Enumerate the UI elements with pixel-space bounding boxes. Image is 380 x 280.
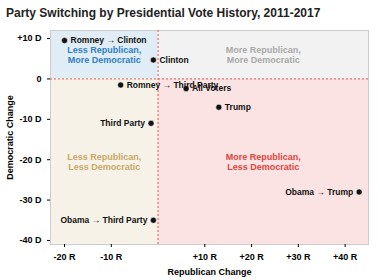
svg-text:+30 R: +30 R [286,252,311,262]
svg-text:Obama → Trump: Obama → Trump [285,187,353,197]
svg-text:+20 R: +20 R [239,252,264,262]
svg-text:-20 D: -20 D [19,155,42,165]
html-text:Party Switching by Presidentia: Party Switching by Presidential Vote His… [6,6,321,20]
svg-text:More Republican,Less Democrati: More Republican,Less Democratic [226,152,301,172]
svg-text:Clinton: Clinton [159,55,188,65]
svg-text:-20 R: -20 R [54,252,77,262]
svg-text:+40 R: +40 R [333,252,358,262]
svg-text:Romney → Third Party: Romney → Third Party [127,80,219,90]
svg-text:+10 R: +10 R [193,252,218,262]
svg-text:Less Republican,More Democrati: Less Republican,More Democratic [67,45,141,65]
svg-text:More Republican,More Democrati: More Republican,More Democratic [226,45,301,65]
svg-text:0: 0 [36,74,41,84]
svg-text:+10 D: +10 D [17,33,42,43]
svg-text:Democratic Change: Democratic Change [5,95,15,180]
svg-text:-40 D: -40 D [19,235,42,245]
svg-text:Romney → Clinton: Romney → Clinton [71,35,147,45]
svg-text:Third Party: Third Party [100,118,145,128]
svg-text:-10 R: -10 R [100,252,123,262]
svg-text:Less Republican,Less Democrati: Less Republican,Less Democratic [67,152,141,172]
svg-text:Obama → Third Party: Obama → Third Party [60,215,147,225]
svg-text:Republican Change: Republican Change [167,267,251,277]
svg-text:-30 D: -30 D [19,195,42,205]
svg-text:-10 D: -10 D [19,114,42,124]
svg-text:Trump: Trump [225,102,251,112]
